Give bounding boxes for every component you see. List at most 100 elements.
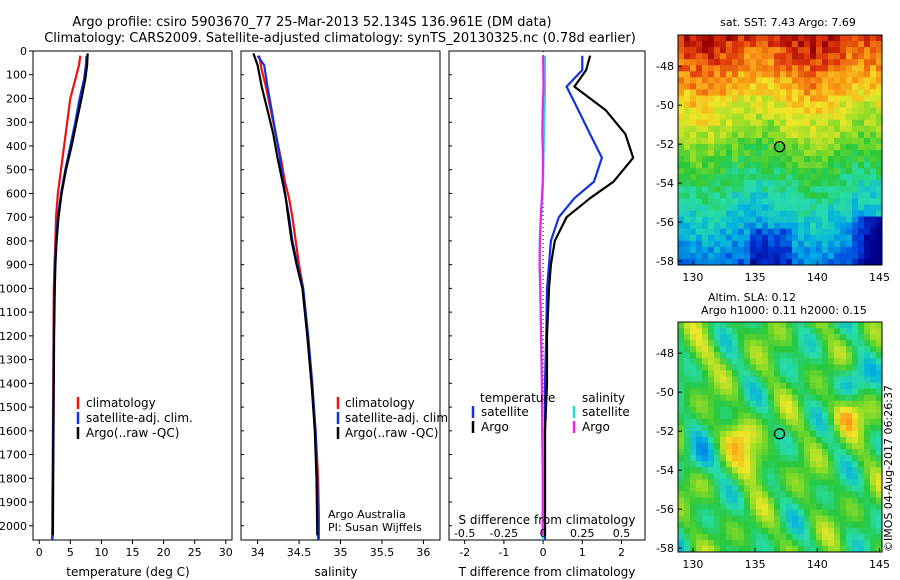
heatmap-cell — [816, 156, 823, 163]
heatmap-cell — [714, 35, 721, 42]
heatmap-cell — [786, 95, 793, 102]
heatmap-cell — [816, 53, 823, 60]
heatmap-cell — [726, 473, 733, 480]
heatmap-cell — [750, 412, 757, 420]
heatmap-cell — [678, 400, 685, 408]
heatmap-cell — [762, 156, 769, 163]
lat-tick-label: -48 — [656, 347, 674, 360]
heatmap-cell — [822, 131, 829, 139]
heatmap-cell — [756, 328, 763, 335]
heatmap-cell — [816, 137, 823, 145]
heatmap-cell — [708, 443, 715, 450]
heatmap-cell — [876, 485, 883, 492]
heatmap-cell — [798, 479, 805, 486]
heatmap-cell — [732, 89, 739, 96]
heatmap-cell — [762, 437, 769, 444]
heatmap-cell — [738, 107, 745, 115]
heatmap-cell — [858, 388, 865, 396]
heatmap-cell — [738, 137, 745, 145]
heatmap-cell — [678, 473, 685, 480]
heatmap-cell — [810, 418, 817, 426]
heatmap-cell — [846, 418, 853, 426]
heatmap-cell — [828, 479, 835, 486]
heatmap-cell — [864, 539, 871, 547]
heatmap-cell — [852, 150, 859, 157]
heatmap-cell — [726, 382, 733, 389]
heatmap-cell — [846, 449, 853, 456]
heatmap-cell — [702, 113, 709, 121]
heatmap-cell — [714, 186, 721, 193]
heatmap-cell — [780, 515, 787, 523]
heatmap-cell — [744, 228, 751, 236]
heatmap-cell — [774, 246, 781, 254]
heatmap-cell — [762, 449, 769, 456]
heatmap-cell — [696, 71, 703, 78]
heatmap-cell — [696, 491, 703, 498]
heatmap-cell — [780, 527, 787, 535]
heatmap-cell — [732, 497, 739, 504]
heatmap-cell — [726, 406, 733, 414]
heatmap-cell — [804, 125, 811, 133]
heatmap-cell — [876, 107, 883, 115]
heatmap-cell — [834, 95, 841, 102]
heatmap-cell — [846, 71, 853, 78]
heatmap-cell — [828, 95, 835, 102]
heatmap-cell — [852, 65, 859, 72]
heatmap-cell — [816, 168, 823, 175]
heatmap-cell — [690, 168, 697, 175]
heatmap-cell — [768, 479, 775, 486]
lat-tick-label: -52 — [656, 138, 674, 151]
heatmap-cell — [732, 521, 739, 529]
heatmap-cell — [762, 252, 769, 260]
heatmap-cell — [852, 388, 859, 396]
heatmap-cell — [822, 376, 829, 383]
heatmap-cell — [780, 228, 787, 236]
heatmap-cell — [696, 467, 703, 474]
heatmap-cell — [690, 503, 697, 511]
sla-map-subtitle: Argo h1000: 0.11 h2000: 0.15 — [701, 304, 867, 317]
heatmap-cell — [828, 53, 835, 60]
heatmap-cell — [792, 35, 799, 42]
heatmap-cell — [744, 174, 751, 181]
heatmap-cell — [798, 216, 805, 224]
heatmap-cell — [840, 59, 847, 66]
heatmap-cell — [762, 47, 769, 54]
heatmap-cell — [870, 533, 877, 541]
heatmap-cell — [738, 192, 745, 199]
heatmap-cell — [774, 107, 781, 115]
heatmap-cell — [870, 47, 877, 54]
heatmap-cell — [738, 340, 745, 347]
heatmap-cell — [870, 412, 877, 420]
heatmap-cell — [804, 246, 811, 254]
heatmap-cell — [780, 455, 787, 462]
heatmap-cell — [864, 509, 871, 517]
heatmap-cell — [834, 358, 841, 365]
heatmap-cell — [846, 107, 853, 115]
heatmap-cell — [834, 485, 841, 492]
t-difference-x-label: T difference from climatology — [458, 565, 636, 579]
heatmap-cell — [846, 53, 853, 60]
heatmap-cell — [726, 234, 733, 242]
heatmap-cell — [792, 119, 799, 127]
heatmap-cell — [696, 503, 703, 511]
heatmap-cell — [876, 370, 883, 377]
heatmap-cell — [852, 246, 859, 254]
heatmap-cell — [846, 246, 853, 254]
heatmap-cell — [762, 503, 769, 511]
heatmap-cell — [774, 222, 781, 230]
heatmap-cell — [822, 539, 829, 547]
heatmap-cell — [816, 539, 823, 547]
heatmap-cell — [822, 412, 829, 420]
heatmap-cell — [726, 334, 733, 341]
heatmap-cell — [876, 412, 883, 420]
heatmap-cell — [828, 352, 835, 359]
heatmap-cell — [708, 216, 715, 224]
heatmap-cell — [690, 125, 697, 133]
heatmap-cell — [714, 509, 721, 517]
heatmap-cell — [684, 137, 691, 145]
heatmap-cell — [864, 503, 871, 511]
heatmap-cell — [834, 101, 841, 109]
heatmap-cell — [804, 83, 811, 90]
heatmap-cell — [852, 545, 859, 553]
heatmap-cell — [726, 41, 733, 48]
